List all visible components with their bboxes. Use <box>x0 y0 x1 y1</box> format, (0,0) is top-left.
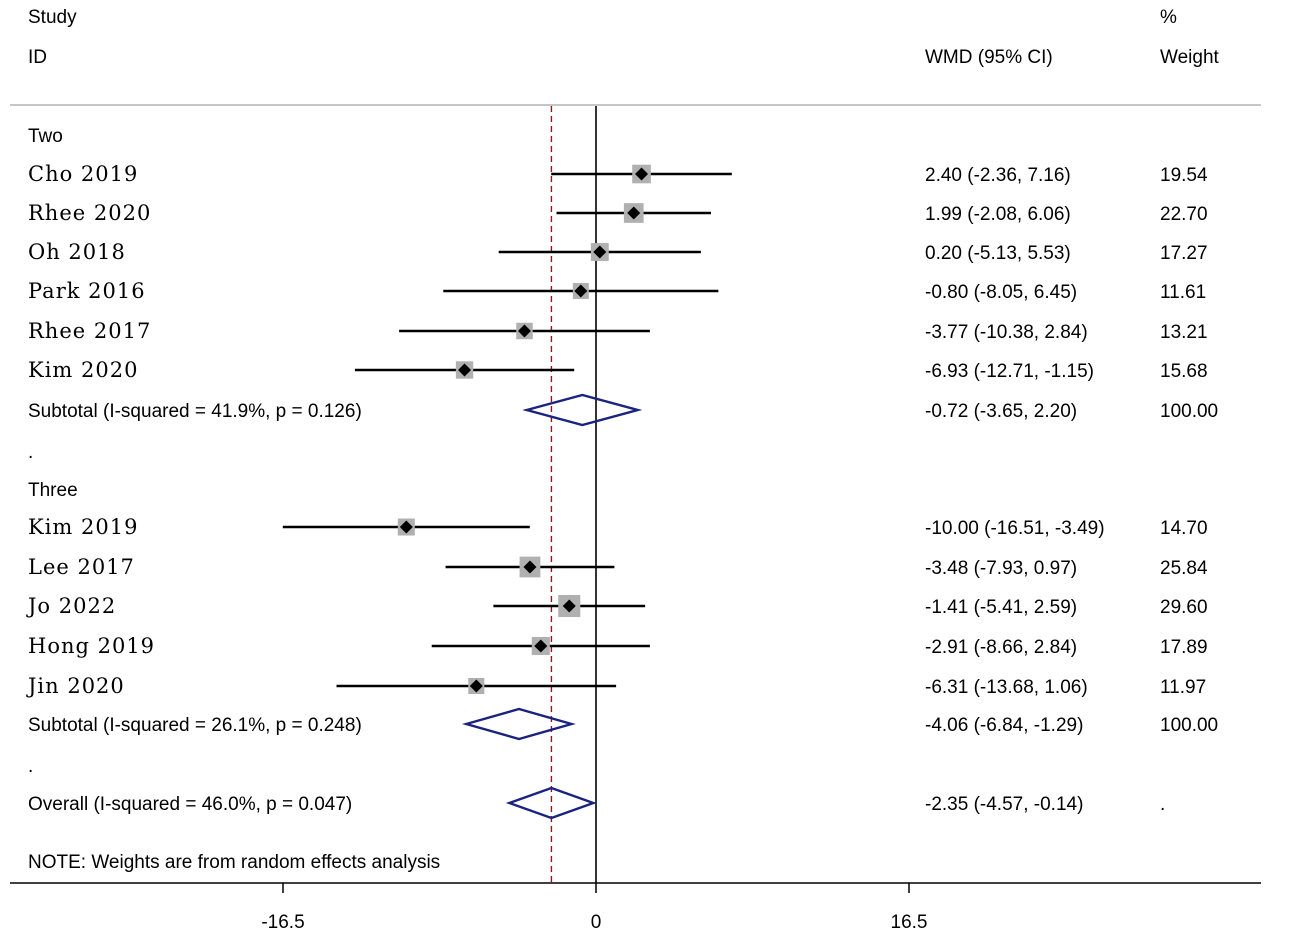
weight-text: 100.00 <box>1160 715 1218 736</box>
effect-ci-text: -3.77 (-10.38, 2.84) <box>925 322 1088 343</box>
study-label: Park 2016 <box>28 279 146 303</box>
x-tick-label: 0 <box>591 912 602 933</box>
effect-ci-text: -3.48 (-7.93, 0.97) <box>925 558 1077 579</box>
subtotal-diamond <box>522 393 643 427</box>
group-label: Three <box>28 480 78 501</box>
weight-text: 19.54 <box>1160 165 1208 186</box>
study-label: Kim 2019 <box>28 515 138 539</box>
effect-ci-text: -10.00 (-16.51, -3.49) <box>925 518 1105 539</box>
study-label: Cho 2019 <box>28 162 138 186</box>
reference-lines <box>550 106 597 883</box>
study-point <box>458 363 472 377</box>
subtotal-label: Subtotal (I-squared = 26.1%, p = 0.248) <box>28 715 362 736</box>
effect-ci-text: -6.93 (-12.71, -1.15) <box>925 361 1094 382</box>
effect-ci-text: -2.35 (-4.57, -0.14) <box>925 794 1083 815</box>
study-point <box>399 520 413 534</box>
study-point <box>534 639 548 653</box>
study-point <box>593 245 607 259</box>
header-study: Study <box>28 7 77 28</box>
study-label: Kim 2020 <box>28 358 138 382</box>
study-label: Rhee 2017 <box>28 319 151 343</box>
study-point <box>517 324 531 338</box>
subtotal-label: Subtotal (I-squared = 41.9%, p = 0.126) <box>28 401 362 422</box>
weight-text: 11.97 <box>1160 677 1206 698</box>
overall-diamond <box>505 786 597 820</box>
study-label: Hong 2019 <box>28 634 155 658</box>
study-label: Jin 2020 <box>26 674 125 698</box>
group-label: Two <box>28 126 63 147</box>
effect-ci-text: 0.20 (-5.13, 5.53) <box>925 243 1071 264</box>
weight-text: 14.70 <box>1160 518 1208 539</box>
study-label: Jo 2022 <box>26 594 116 618</box>
effect-ci-text: 2.40 (-2.36, 7.16) <box>925 165 1071 186</box>
effect-ci-text: -0.72 (-3.65, 2.20) <box>925 401 1077 422</box>
study-label: Lee 2017 <box>28 555 135 579</box>
weight-text: 17.27 <box>1160 243 1208 264</box>
weight-text: 22.70 <box>1160 204 1208 225</box>
weight-text: . <box>1160 794 1165 815</box>
effect-ci-text: -0.80 (-8.05, 6.45) <box>925 282 1077 303</box>
x-tick-label: 16.5 <box>891 912 928 933</box>
effect-ci-text: -6.31 (-13.68, 1.06) <box>925 677 1088 698</box>
plot-rows: Two Cho 2019 2.40 (-2.36, 7.16) 19.54 Rhee 2… <box>26 126 1218 820</box>
header-effect: WMD (95% CI) <box>925 47 1053 68</box>
effect-ci-text: -4.06 (-6.84, -1.29) <box>925 715 1083 736</box>
weight-text: 100.00 <box>1160 401 1218 422</box>
study-point <box>574 284 588 298</box>
header-weight: Weight <box>1160 47 1220 68</box>
footnote: NOTE: Weights are from random effects an… <box>28 852 440 873</box>
x-axis-ticks: -16.5 0 16.5 <box>261 883 927 933</box>
subtotal-diamond <box>461 707 576 741</box>
study-point <box>523 560 537 574</box>
weight-text: 15.68 <box>1160 361 1208 382</box>
header-id: ID <box>28 47 47 68</box>
x-tick-label: -16.5 <box>261 912 304 933</box>
weight-text: 13.21 <box>1160 322 1208 343</box>
overall-label: Overall (I-squared = 46.0%, p = 0.047) <box>28 794 352 815</box>
weight-text: 29.60 <box>1160 597 1208 618</box>
study-point <box>562 599 576 613</box>
study-point <box>635 167 649 181</box>
weight-text: 17.89 <box>1160 637 1208 658</box>
study-point <box>469 679 483 693</box>
study-label: Rhee 2020 <box>28 201 151 225</box>
weight-text: 11.61 <box>1160 282 1206 303</box>
study-label: Oh 2018 <box>28 240 126 264</box>
weight-text: 25.84 <box>1160 558 1208 579</box>
header-percent: % <box>1160 7 1177 28</box>
effect-ci-text: -1.41 (-5.41, 2.59) <box>925 597 1077 618</box>
effect-ci-text: 1.99 (-2.08, 6.06) <box>925 204 1071 225</box>
spacer-dot: . <box>28 442 33 463</box>
study-point <box>627 206 641 220</box>
effect-ci-text: -2.91 (-8.66, 2.84) <box>925 637 1077 658</box>
spacer-dot: . <box>28 756 33 777</box>
